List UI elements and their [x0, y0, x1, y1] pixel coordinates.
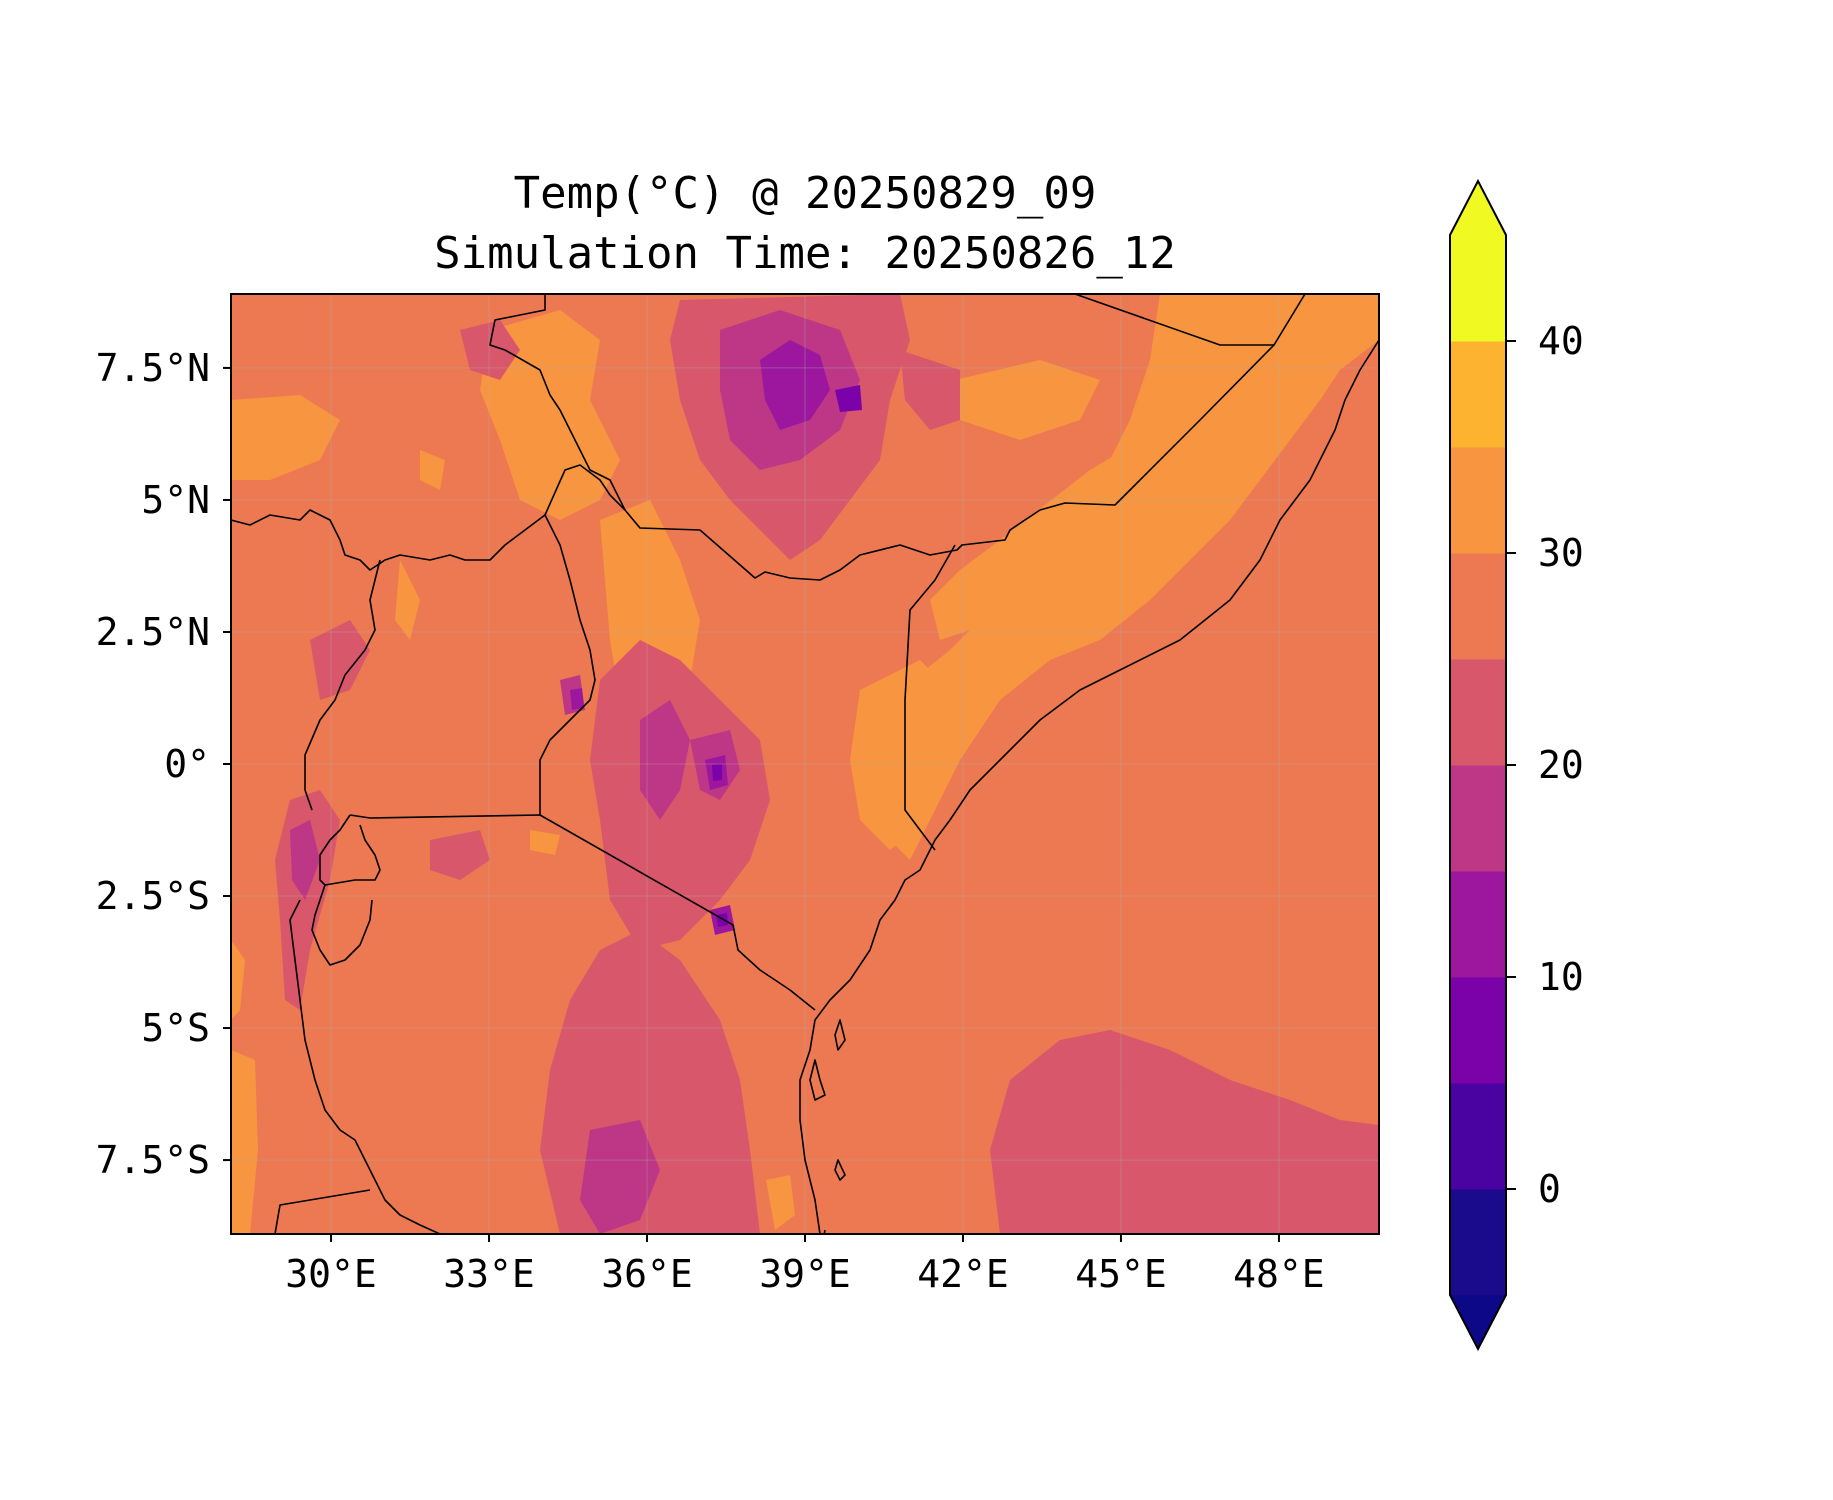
- x-tick-label: 48°E: [1233, 1252, 1325, 1296]
- colorbar-tick-label: 30: [1538, 531, 1584, 575]
- colorbar-segment: [1450, 1189, 1506, 1296]
- colorbar-segment: [1450, 659, 1506, 766]
- x-tick-label: 36°E: [601, 1252, 693, 1296]
- west-edge-warm-north: [231, 395, 340, 480]
- x-tick-label: 42°E: [917, 1252, 1009, 1296]
- x-tick-label: 45°E: [1075, 1252, 1167, 1296]
- colorbar-extend-under: [1450, 1295, 1506, 1349]
- colorbar-tick-label: 10: [1538, 955, 1584, 999]
- x-axis-ticks: [330, 1234, 1280, 1242]
- tanzania-northern-border: [349, 814, 816, 1011]
- y-axis-ticks: [223, 366, 231, 1162]
- somalia-inland-warm: [930, 440, 1140, 640]
- zone-10-15: [570, 340, 830, 935]
- zanzibar-island: [809, 1059, 826, 1101]
- pemba-island: [834, 1019, 846, 1051]
- colorbar-segment: [1450, 977, 1506, 1084]
- northern-borders: [231, 344, 1275, 581]
- colorbar-tick-label: 20: [1538, 743, 1584, 787]
- ocean-cool-spot: [1100, 1085, 1150, 1120]
- y-tick-label: 2.5°S: [95, 874, 210, 919]
- colorbar-extend-over: [1450, 181, 1506, 235]
- lake-victoria-warm-spot: [530, 830, 560, 855]
- mafia-island: [834, 1159, 846, 1181]
- uganda-warm-spot: [395, 560, 420, 640]
- mozambique-border: [823, 1229, 826, 1234]
- gridlines: [231, 294, 1379, 1234]
- colorbar-segment: [1450, 341, 1506, 448]
- y-tick-label: 5°S: [141, 1006, 210, 1051]
- coastline-east: [799, 339, 1379, 1234]
- somalia-coast-warm: [870, 294, 1379, 860]
- elgon-colder: [570, 688, 584, 710]
- west-edge-warm-south: [231, 1050, 258, 1234]
- y-tick-label: 7.5°N: [95, 345, 210, 390]
- x-tick-label: 33°E: [443, 1252, 535, 1296]
- colorbar-segment: [1450, 235, 1506, 342]
- lake-tanganyika-border: [289, 899, 441, 1234]
- west-edge-warm-mid: [231, 940, 245, 1020]
- mt-kenya-coldest: [712, 764, 722, 781]
- kilimanjaro-coldest: [716, 913, 728, 927]
- tanzania-nw-cool: [430, 830, 490, 880]
- rift-valley-cool: [590, 640, 770, 950]
- colorbar-segment: [1450, 1083, 1506, 1190]
- uganda-drc-border: [304, 559, 381, 811]
- uganda-kenya-border: [539, 514, 596, 815]
- y-tick-label: 5°N: [141, 477, 210, 522]
- colorbar-segment: [1450, 553, 1506, 660]
- south-sudan-warm: [480, 310, 620, 520]
- kenya-somalia-border: [904, 544, 956, 851]
- colorbar-segment: [1450, 871, 1506, 978]
- southeast-ocean-cool: [990, 1030, 1379, 1234]
- ethiopia-coldest: [835, 385, 862, 412]
- tanzania-south-cold: [580, 1120, 660, 1234]
- colorbar-tick-label: 40: [1538, 319, 1584, 363]
- map-title: Temp(°C) @ 20250829_09: [513, 168, 1097, 219]
- y-tick-label: 0°: [164, 742, 210, 786]
- kenya-highlands-cold: [640, 700, 690, 820]
- ethiopia-east-cool: [900, 350, 960, 430]
- map-subtitle: Simulation Time: 20250826_12: [434, 228, 1176, 279]
- ogaden-warm: [955, 360, 1100, 440]
- country-borders: [231, 294, 1379, 1234]
- sudan-south-sudan-ethiopia-border: [489, 294, 626, 511]
- colorbar-tick-label: 0: [1538, 1167, 1561, 1211]
- x-tick-label: 39°E: [759, 1252, 851, 1296]
- rwenzori-cool: [310, 620, 370, 700]
- y-tick-label: 2.5°N: [95, 609, 210, 654]
- warm-spot-1: [420, 450, 445, 490]
- colorbar-outline: [1449, 178, 1507, 1352]
- colorbar-segment: [1450, 765, 1506, 872]
- y-tick-label: 7.5°S: [95, 1138, 210, 1183]
- western-rift-cold: [290, 820, 320, 900]
- ethiopia-peak-colder: [760, 340, 830, 430]
- x-tick-label: 30°E: [285, 1252, 377, 1296]
- zambia-border: [274, 1189, 371, 1234]
- colorbar-segment: [1450, 447, 1506, 554]
- south-sudan-cool-spot: [460, 320, 520, 380]
- colorbar: [1449, 178, 1516, 1352]
- ethiopia-somaliland-border: [1074, 294, 1306, 346]
- temperature-field: [231, 294, 1379, 1234]
- rwanda-border: [319, 814, 381, 886]
- burundi-border: [311, 884, 373, 966]
- coast-warm-spot: [766, 1175, 795, 1230]
